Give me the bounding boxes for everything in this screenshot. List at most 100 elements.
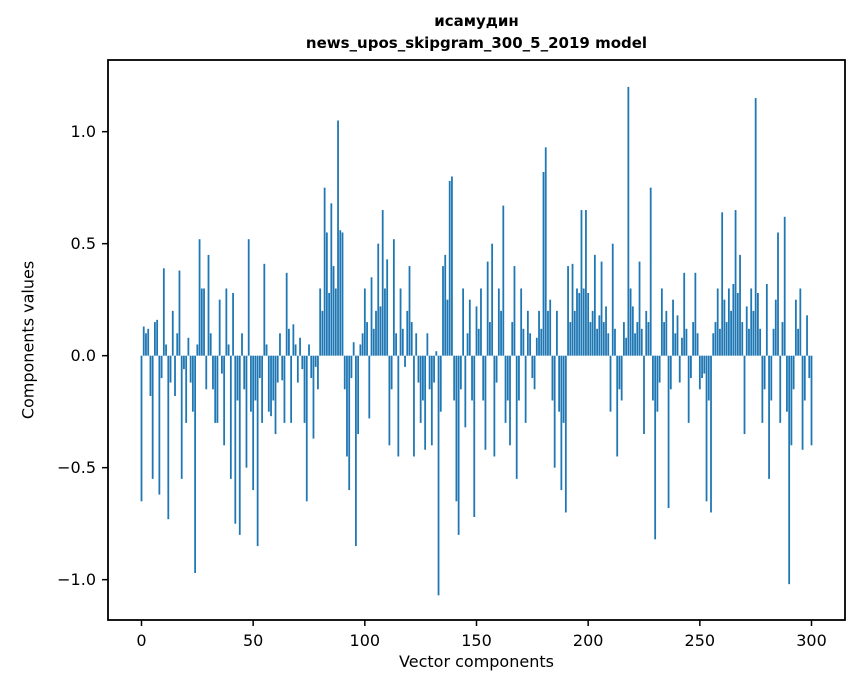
bar bbox=[468, 299, 471, 356]
bar bbox=[763, 355, 766, 390]
bar bbox=[375, 310, 377, 356]
bar bbox=[319, 288, 322, 356]
bar bbox=[698, 355, 701, 390]
bar bbox=[489, 322, 491, 356]
chart-title-line1: исамудин bbox=[434, 12, 519, 30]
bar bbox=[564, 355, 567, 513]
bar bbox=[471, 355, 473, 401]
bar bbox=[544, 147, 547, 356]
bar bbox=[808, 355, 811, 379]
bar bbox=[350, 355, 353, 379]
x-tick-label: 150 bbox=[461, 631, 492, 650]
bar bbox=[401, 328, 404, 356]
bar bbox=[250, 355, 252, 412]
y-tick-label: 0.5 bbox=[71, 234, 96, 253]
bar bbox=[377, 243, 380, 356]
x-axis-label: Vector components bbox=[399, 652, 554, 671]
bar bbox=[473, 355, 476, 517]
bar bbox=[553, 355, 556, 468]
bar bbox=[343, 355, 346, 390]
bar bbox=[600, 261, 603, 356]
bar bbox=[609, 355, 612, 412]
bar bbox=[303, 355, 306, 423]
bar bbox=[719, 328, 721, 356]
bar bbox=[495, 355, 498, 383]
y-tick-label: −1.0 bbox=[57, 570, 96, 589]
bar bbox=[587, 292, 590, 356]
bar bbox=[515, 355, 518, 479]
bar bbox=[281, 355, 284, 381]
bar bbox=[314, 355, 317, 367]
bar bbox=[629, 288, 632, 356]
bar bbox=[466, 333, 469, 356]
bar bbox=[732, 284, 735, 356]
bar bbox=[305, 355, 308, 502]
bar bbox=[739, 254, 741, 356]
bar bbox=[484, 355, 487, 450]
bar bbox=[486, 261, 489, 356]
bar bbox=[631, 306, 634, 356]
bar bbox=[455, 355, 458, 502]
bar bbox=[638, 261, 641, 356]
bar bbox=[542, 172, 545, 356]
bar bbox=[258, 355, 261, 379]
bar bbox=[687, 355, 690, 423]
bar bbox=[417, 355, 420, 383]
bar bbox=[357, 355, 360, 435]
bar bbox=[741, 322, 744, 356]
bar bbox=[294, 344, 297, 356]
bar bbox=[442, 266, 444, 356]
bar bbox=[379, 306, 382, 356]
bar bbox=[404, 355, 406, 367]
bar bbox=[589, 322, 592, 356]
bar bbox=[267, 355, 270, 412]
bar bbox=[558, 355, 561, 412]
bar bbox=[238, 355, 241, 535]
bar bbox=[801, 355, 804, 450]
bar bbox=[147, 328, 150, 356]
bar bbox=[582, 288, 585, 356]
bar bbox=[203, 288, 205, 356]
bar bbox=[672, 299, 674, 356]
bar bbox=[355, 355, 357, 547]
bar bbox=[162, 268, 165, 356]
bar bbox=[223, 355, 226, 446]
bar bbox=[725, 322, 728, 356]
bar bbox=[241, 333, 243, 356]
bar bbox=[183, 355, 185, 370]
bar bbox=[191, 355, 194, 412]
bar bbox=[611, 243, 614, 356]
bar bbox=[540, 328, 543, 356]
y-tick-label: −0.5 bbox=[57, 458, 96, 477]
bar bbox=[654, 355, 657, 540]
bar bbox=[547, 310, 549, 356]
bar bbox=[428, 355, 431, 390]
bar bbox=[803, 355, 806, 401]
bar bbox=[308, 344, 310, 356]
bar bbox=[243, 355, 246, 390]
y-axis-label: Components values bbox=[18, 260, 38, 420]
bar bbox=[750, 288, 753, 356]
bar bbox=[279, 333, 281, 356]
bar bbox=[397, 355, 400, 457]
bar bbox=[790, 355, 793, 446]
bar bbox=[676, 315, 679, 356]
bar bbox=[451, 176, 453, 356]
bar bbox=[328, 292, 330, 356]
x-tick-label: 0 bbox=[136, 631, 146, 650]
bar bbox=[674, 333, 677, 356]
bar bbox=[337, 120, 339, 356]
x-tick-label: 50 bbox=[243, 631, 263, 650]
bar bbox=[768, 355, 770, 479]
bar bbox=[491, 243, 494, 356]
bar bbox=[424, 355, 427, 450]
bar bbox=[214, 355, 217, 423]
bar bbox=[189, 355, 192, 383]
bar bbox=[216, 355, 219, 423]
bar bbox=[290, 355, 293, 423]
bar bbox=[288, 328, 290, 356]
bar bbox=[482, 355, 485, 401]
bar bbox=[580, 210, 583, 356]
bar bbox=[413, 355, 415, 457]
